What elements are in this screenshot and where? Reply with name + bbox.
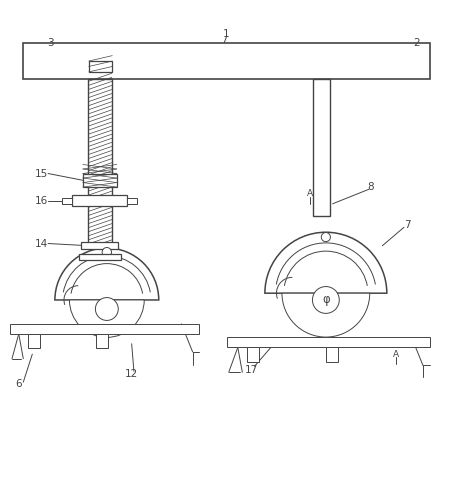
Bar bbox=[23, 43, 430, 79]
Bar bbox=[79, 254, 121, 260]
Text: 15: 15 bbox=[35, 169, 48, 178]
Circle shape bbox=[321, 232, 330, 242]
Wedge shape bbox=[282, 293, 370, 337]
Bar bbox=[83, 174, 117, 187]
Bar bbox=[62, 198, 72, 204]
Bar bbox=[127, 198, 137, 204]
Text: 1: 1 bbox=[223, 29, 230, 39]
Wedge shape bbox=[55, 248, 159, 300]
Circle shape bbox=[313, 286, 339, 314]
Text: 3: 3 bbox=[47, 38, 54, 47]
Bar bbox=[81, 242, 118, 249]
Bar bbox=[89, 61, 112, 72]
Bar bbox=[88, 79, 112, 248]
Bar bbox=[10, 324, 199, 334]
Bar bbox=[28, 334, 40, 348]
Text: 8: 8 bbox=[368, 182, 374, 192]
Wedge shape bbox=[69, 300, 144, 337]
Wedge shape bbox=[265, 232, 387, 293]
Circle shape bbox=[102, 248, 111, 257]
Text: 7: 7 bbox=[404, 220, 410, 230]
Bar bbox=[72, 195, 127, 206]
Bar bbox=[313, 79, 330, 217]
Text: 16: 16 bbox=[35, 196, 48, 206]
Circle shape bbox=[96, 298, 118, 320]
Text: 12: 12 bbox=[125, 369, 138, 380]
Bar bbox=[326, 348, 338, 362]
Text: A: A bbox=[393, 350, 399, 358]
Bar bbox=[226, 337, 430, 348]
Text: 2: 2 bbox=[413, 38, 419, 47]
Text: 14: 14 bbox=[35, 239, 48, 249]
Text: 17: 17 bbox=[245, 365, 258, 375]
Text: 6: 6 bbox=[15, 379, 22, 389]
Text: A: A bbox=[307, 189, 313, 198]
Text: φ: φ bbox=[322, 293, 330, 306]
Bar bbox=[247, 348, 260, 362]
Bar bbox=[96, 334, 108, 348]
